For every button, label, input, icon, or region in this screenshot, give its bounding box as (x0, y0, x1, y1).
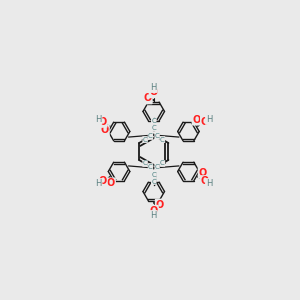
Text: C: C (152, 172, 156, 178)
Text: C: C (148, 134, 153, 140)
Text: H: H (95, 115, 102, 124)
Text: H: H (206, 179, 212, 188)
Text: O: O (201, 117, 209, 127)
Text: C: C (160, 160, 165, 166)
Text: O: O (193, 115, 201, 124)
Text: O: O (143, 93, 152, 103)
Text: O: O (201, 176, 209, 186)
Text: C: C (148, 164, 153, 169)
Text: H: H (151, 83, 157, 92)
Text: C: C (155, 134, 160, 140)
Text: O: O (150, 87, 158, 97)
Text: H: H (95, 179, 102, 188)
Text: C: C (160, 136, 165, 142)
Text: H: H (206, 115, 212, 124)
Text: O: O (100, 125, 109, 135)
Text: C: C (152, 178, 156, 184)
Text: C: C (143, 136, 148, 142)
Text: C: C (155, 164, 160, 169)
Text: O: O (156, 200, 164, 210)
Text: O: O (107, 178, 115, 188)
Text: O: O (199, 168, 207, 178)
Text: O: O (98, 117, 106, 127)
Text: O: O (150, 206, 158, 216)
Text: H: H (151, 211, 157, 220)
Text: O: O (98, 176, 106, 186)
Text: C: C (152, 124, 156, 130)
Text: C: C (152, 118, 156, 124)
Text: C: C (143, 160, 148, 166)
